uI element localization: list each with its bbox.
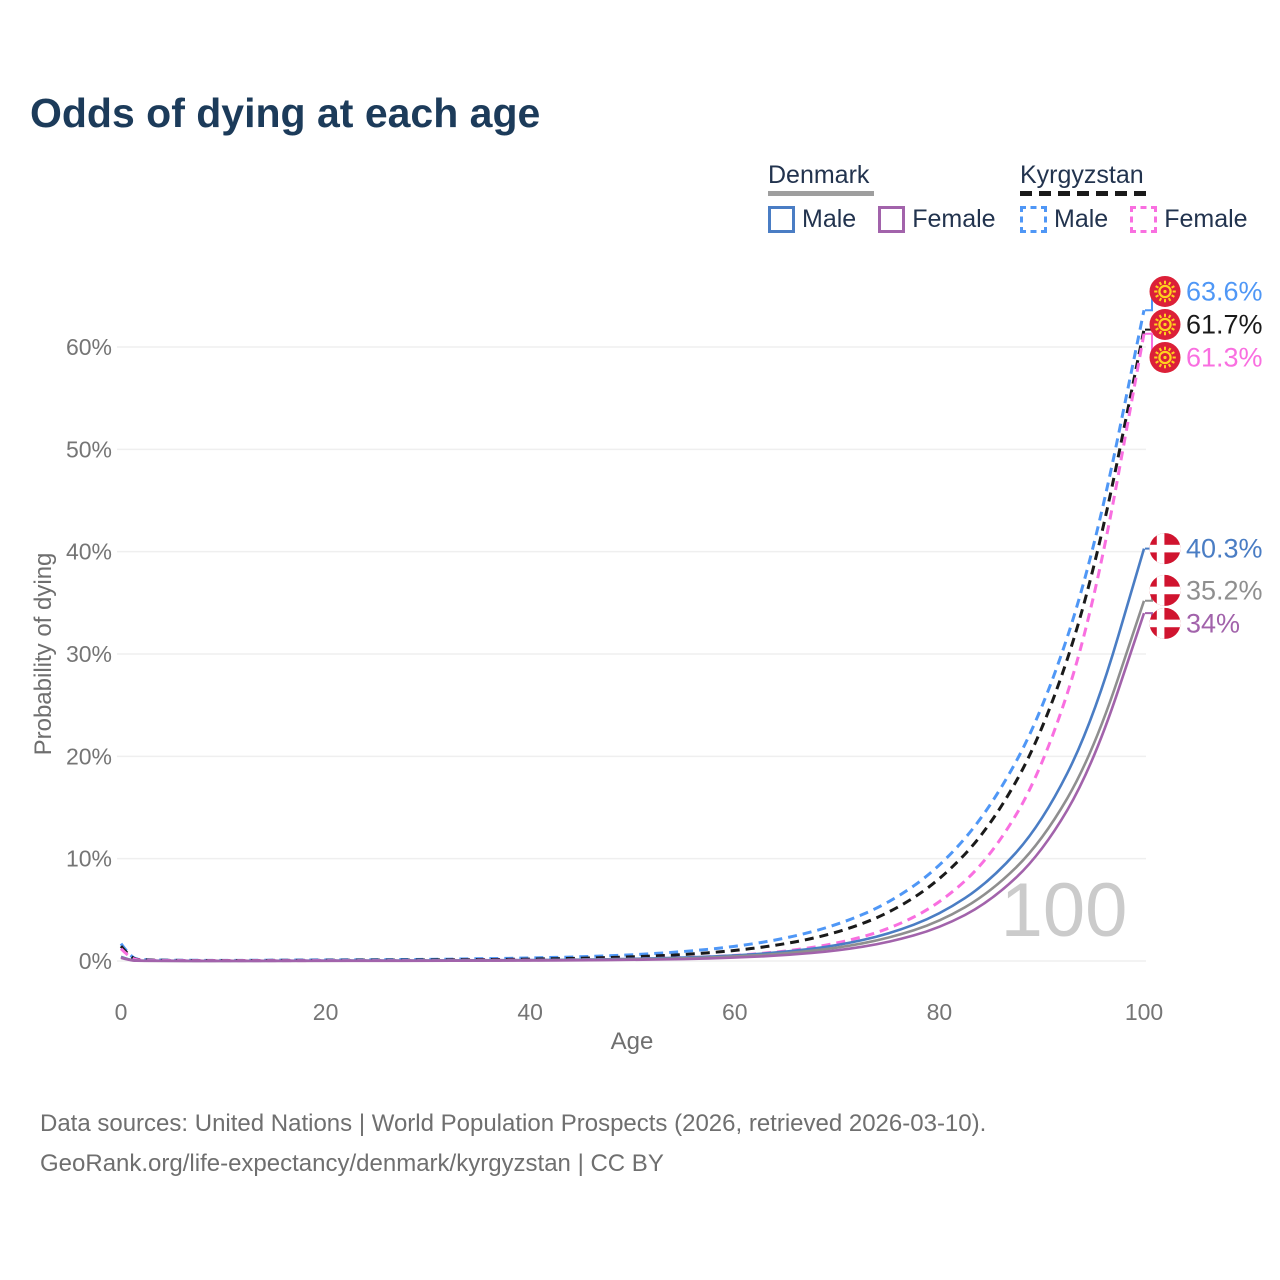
legend-item-label: Male xyxy=(1054,205,1109,233)
kyrgyzstan-flag-icon xyxy=(1149,308,1181,340)
y-tick-label: 10% xyxy=(66,846,112,872)
legend-item-label: Male xyxy=(802,205,857,233)
y-tick-label: 40% xyxy=(66,539,112,565)
page-title: Odds of dying at each age xyxy=(30,90,541,136)
attribution-text: GeoRank.org/life-expectancy/denmark/kyrg… xyxy=(40,1150,664,1177)
line-kyrgyzstan-male[interactable] xyxy=(119,309,1146,962)
line-kyrgyzstan-both-sexes[interactable] xyxy=(119,329,1146,962)
legend-row-denmark: Male Female xyxy=(768,205,1018,234)
kyrgyzstan-male-swatch xyxy=(1020,206,1047,233)
x-tick-label: 80 xyxy=(927,999,953,1025)
end-value-label-kyrgyzstan-female: 61.3% xyxy=(1186,342,1263,372)
line-denmark-female[interactable] xyxy=(120,612,1146,963)
kyrgyzstan-flag-icon xyxy=(1149,341,1181,373)
denmark-flag-icon xyxy=(1149,533,1181,565)
y-tick-label: 60% xyxy=(66,334,112,360)
x-tick-label: 40 xyxy=(517,999,543,1025)
x-tick-label: 20 xyxy=(313,999,339,1025)
watermark-age-100: 100 xyxy=(1000,868,1128,953)
end-value-label-denmark-male: 40.3% xyxy=(1186,534,1263,564)
end-value-label-denmark-both-sexes: 35.2% xyxy=(1186,575,1263,605)
end-value-label-denmark-female: 34% xyxy=(1186,608,1240,638)
legend-item-kyrgyzstan-female[interactable]: Female xyxy=(1130,205,1248,234)
y-tick-label: 20% xyxy=(66,743,112,769)
denmark-flag-icon xyxy=(1149,607,1181,639)
x-axis-title: Age xyxy=(610,1028,654,1055)
y-tick-label: 0% xyxy=(79,948,112,974)
denmark-female-swatch xyxy=(878,206,906,233)
legend-item-denmark-male[interactable]: Male xyxy=(768,205,856,234)
legend-item-label: Female xyxy=(912,205,996,233)
x-tick-label: 100 xyxy=(1125,999,1163,1025)
end-value-label-kyrgyzstan-male: 63.6% xyxy=(1186,276,1263,306)
legend-row-kyrgyzstan: Male Female xyxy=(1020,205,1270,234)
legend-item-kyrgyzstan-male[interactable]: Male xyxy=(1020,205,1108,234)
kyrgyzstan-female-swatch xyxy=(1130,206,1158,233)
denmark-line-style-swatch xyxy=(768,191,874,196)
end-value-label-kyrgyzstan-both-sexes: 61.7% xyxy=(1186,309,1263,339)
legend-country-label-kyrgyzstan: Kyrgyzstan xyxy=(1020,161,1144,189)
legend-item-label: Female xyxy=(1164,205,1248,233)
legend-item-denmark-female[interactable]: Female xyxy=(878,205,996,234)
x-tick-label: 0 xyxy=(115,999,128,1025)
y-tick-label: 30% xyxy=(66,641,112,667)
legend-group-kyrgyzstan: Kyrgyzstan Male Female xyxy=(1020,162,1270,234)
legend-group-denmark: Denmark Male Female xyxy=(768,162,1018,234)
x-tick-label: 60 xyxy=(722,999,748,1025)
legend-country-label-denmark: Denmark xyxy=(768,161,870,189)
line-denmark-both-sexes[interactable] xyxy=(120,600,1146,963)
y-axis-title: Probability of dying xyxy=(30,552,57,756)
denmark-male-swatch xyxy=(768,206,795,233)
denmark-flag-icon xyxy=(1149,574,1181,606)
kyrgyzstan-flag-icon xyxy=(1149,275,1181,307)
kyrgyzstan-line-style-swatch xyxy=(1020,191,1150,196)
data-sources-text: Data sources: United Nations | World Pop… xyxy=(40,1110,987,1137)
y-tick-label: 50% xyxy=(66,436,112,462)
line-kyrgyzstan-female[interactable] xyxy=(119,333,1146,963)
